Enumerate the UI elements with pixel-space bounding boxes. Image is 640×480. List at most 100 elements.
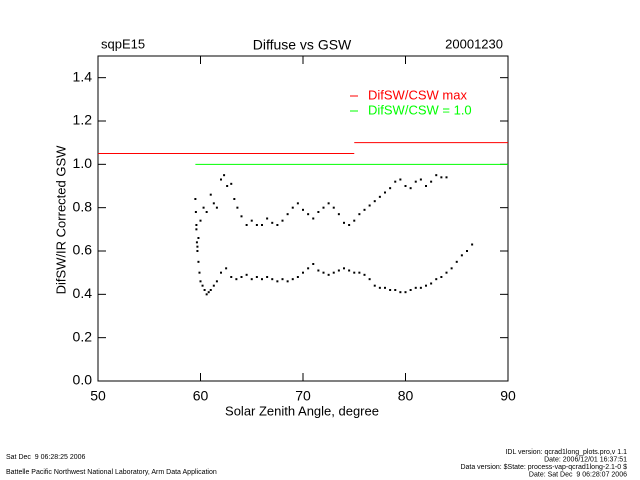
point [312,217,315,220]
point [195,228,198,231]
point [312,263,315,265]
y-tick-label: 1.4 [73,68,93,84]
point [205,211,208,213]
footer-right: Data version: $State: process-vap-qcrad1… [460,464,627,471]
point [296,276,299,278]
point [440,176,443,179]
point [225,267,228,270]
point [404,185,407,187]
point [199,219,202,222]
point [384,286,386,289]
point [317,269,320,272]
point [471,243,474,246]
point [302,271,304,274]
point [435,278,438,281]
point [261,224,263,226]
point [286,213,289,216]
line [98,142,508,154]
point [353,271,356,274]
point [373,284,376,287]
footer-left: Sat Dec 9 06:28:25 2006 [6,454,85,461]
point [384,191,386,194]
point [302,208,304,211]
point [212,202,215,205]
y-tick-label: 0.8 [73,198,93,214]
point [394,180,397,183]
point [435,174,438,177]
point [240,276,243,278]
y-tick-label: 0.6 [73,242,93,258]
point [348,224,351,226]
point [430,180,433,183]
point [332,206,335,209]
point [235,278,238,281]
point [419,286,422,289]
point [233,198,236,200]
point [276,224,279,226]
point [223,174,226,177]
point [195,241,198,244]
point [399,291,402,294]
point [460,254,463,257]
point [220,271,222,274]
point [207,291,210,294]
point [399,178,402,181]
point [343,221,345,224]
point [197,260,200,263]
point [271,221,274,224]
point [343,267,345,270]
point [332,271,335,274]
point [425,284,427,287]
point [455,260,458,263]
x-tick-label: 50 [90,388,106,404]
point [322,271,325,274]
point [199,280,202,283]
point [307,213,310,216]
y-tick-label: 1.0 [73,155,93,171]
point [317,211,320,213]
point [409,289,412,291]
point [202,206,205,209]
point [230,182,233,185]
point [404,291,407,294]
site-label: sqpE15 [101,36,145,51]
point [276,280,279,283]
point [394,289,397,291]
point [348,269,351,272]
point [327,202,330,205]
point [286,280,289,283]
y-tick-label: 0.2 [73,328,93,344]
y-tick-label: 0.4 [73,285,93,301]
point [197,237,200,239]
point [358,271,361,274]
point [425,185,427,187]
point [201,284,204,287]
point [466,250,468,252]
point [255,276,258,278]
point [363,273,366,276]
point [198,271,201,274]
y-axis-label: DifSW/IR Corrected GSW [53,145,68,295]
chart-title: Diffuse vs GSW [253,37,352,53]
point [414,286,417,289]
point [209,193,212,196]
point [373,200,376,203]
point [322,206,325,209]
point [209,289,212,291]
legend-label: DifSW/CSW = 1.0 [368,102,472,117]
point [203,289,206,291]
point [255,224,258,226]
point [450,267,453,270]
point [445,176,448,179]
y-tick-label: 0.0 [73,372,93,388]
point [409,187,412,190]
point [236,206,239,209]
point [194,198,197,200]
point [240,215,243,218]
legend-label: DifSW/CSW max [368,87,467,102]
x-tick-label: 60 [193,388,209,404]
point [205,293,208,296]
point [378,195,381,198]
point [378,286,381,289]
